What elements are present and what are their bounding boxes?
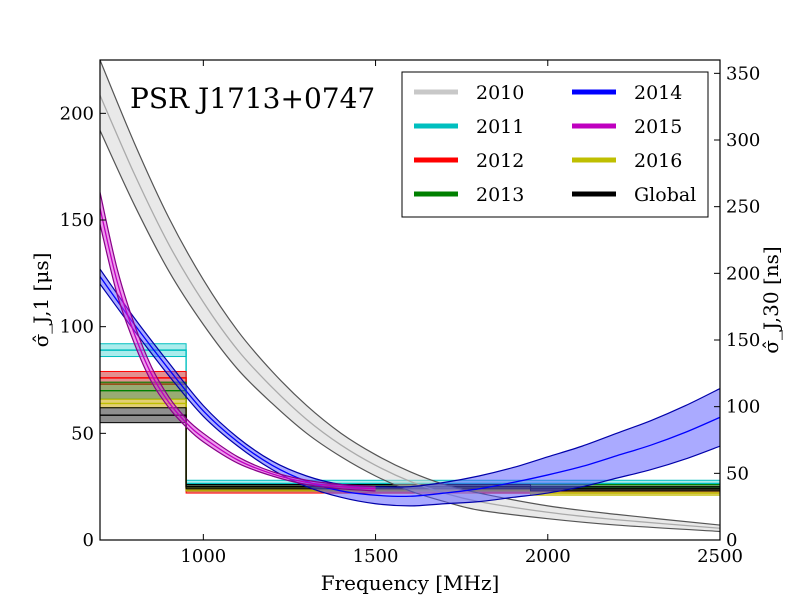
y-right-tick-label-0: 0 [726, 530, 737, 551]
y-tick-label-50: 50 [71, 423, 94, 444]
x-tick-label-2000: 2000 [525, 546, 571, 567]
x-tick-label-2500: 2500 [697, 546, 743, 567]
legend-label-2013: 2013 [476, 184, 524, 206]
curve-upper-2014 [100, 268, 720, 488]
curve-lower-2010 [100, 130, 720, 533]
data-layer [100, 60, 720, 533]
plot-frame [99, 59, 721, 541]
curve-lower-2015 [100, 224, 376, 492]
curve-upper-2015 [100, 192, 376, 488]
y-right-tick-label-100: 100 [726, 397, 760, 418]
legend-label-2015: 2015 [634, 116, 682, 138]
curve-lower-2014 [100, 283, 720, 507]
y-right-tick-label-350: 350 [726, 63, 760, 84]
y-tick-label-200: 200 [60, 103, 94, 124]
y-right-tick-label-250: 250 [726, 197, 760, 218]
curve-upper-2010 [100, 60, 720, 526]
legend-label-global: Global [634, 184, 696, 206]
ticks-layer: 1000 1500 2000 2500050100150200050100150200… [60, 60, 760, 567]
chart-title: PSR J1713+0747 [130, 82, 375, 115]
x-tick-label-1500: 1500 [353, 546, 399, 567]
x-axis-title: Frequency [MHz] [321, 571, 500, 595]
x-tick-label-1000: 1000 [180, 546, 226, 567]
legend-label-2012: 2012 [476, 150, 524, 172]
y-right-tick-label-50: 50 [726, 463, 749, 484]
curve-center-2010 [100, 94, 720, 529]
y-right-tick-label-150: 150 [726, 330, 760, 351]
legend-label-2016: 2016 [634, 150, 682, 172]
y-axis-title: σ̂_J,1 [μs] [29, 253, 53, 348]
y-tick-label-0: 0 [83, 530, 94, 551]
legend-label-2011: 2011 [476, 116, 524, 138]
y-tick-label-100: 100 [60, 317, 94, 338]
y-axis-right-title: σ̂_J,30 [ns] [759, 246, 783, 353]
curve-center-2015 [100, 208, 376, 490]
y-tick-label-150: 150 [60, 210, 94, 231]
legend-label-2014: 2014 [634, 82, 682, 104]
curve-center-2014 [100, 276, 720, 498]
legend: 2010 2011 2012 2013 2014 2015 2016 Global [401, 71, 709, 218]
y-right-tick-label-300: 300 [726, 130, 760, 151]
y-right-tick-label-200: 200 [726, 263, 760, 284]
legend-label-2010: 2010 [476, 82, 524, 104]
